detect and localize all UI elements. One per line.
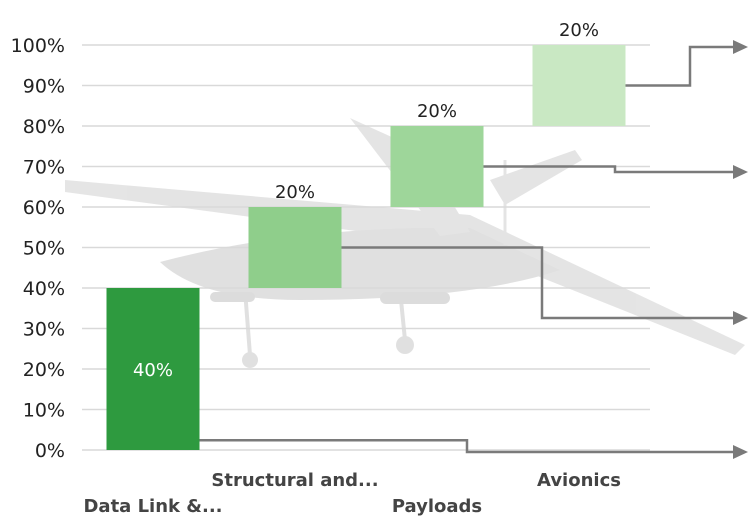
y-tick-label: 0% bbox=[35, 440, 65, 462]
connector-line bbox=[603, 45, 742, 87]
y-tick-label: 20% bbox=[23, 359, 65, 381]
value-labels: 40% 20% 20% 20% bbox=[133, 20, 599, 381]
y-tick-label: 50% bbox=[23, 238, 65, 260]
y-tick-label: 40% bbox=[23, 278, 65, 300]
category-label: Avionics bbox=[537, 470, 621, 491]
y-tick-label: 30% bbox=[23, 319, 65, 341]
connector-arrowhead bbox=[733, 445, 748, 459]
bars bbox=[106, 45, 626, 450]
connector-line bbox=[461, 165, 742, 174]
value-label: 20% bbox=[275, 182, 315, 203]
category-label: Structural and... bbox=[211, 470, 378, 491]
y-axis-tick-labels: 0% 10% 20% 30% 40% 50% 60% 70% 80% 90% 100% bbox=[11, 35, 65, 462]
category-label: Payloads bbox=[392, 496, 482, 517]
y-tick-label: 90% bbox=[23, 76, 65, 98]
connector-arrowhead bbox=[733, 311, 748, 325]
y-tick-label: 80% bbox=[23, 116, 65, 138]
value-label: 20% bbox=[417, 101, 457, 122]
connector-arrowhead bbox=[733, 40, 748, 54]
bar bbox=[248, 207, 342, 288]
y-tick-label: 100% bbox=[11, 35, 65, 57]
connector-line bbox=[181, 439, 742, 454]
y-tick-label: 10% bbox=[23, 400, 65, 422]
value-label: 20% bbox=[559, 20, 599, 41]
y-tick-label: 60% bbox=[23, 197, 65, 219]
category-labels: Data Link &... Structural and... Payloads A… bbox=[83, 470, 620, 517]
y-tick-label: 70% bbox=[23, 157, 65, 179]
connector-lines bbox=[181, 40, 748, 459]
value-label: 40% bbox=[133, 360, 173, 381]
bar bbox=[106, 288, 200, 450]
bar bbox=[532, 45, 626, 126]
bar bbox=[390, 126, 484, 207]
connector-line bbox=[319, 246, 742, 320]
connector-arrowhead bbox=[733, 165, 748, 179]
category-label: Data Link &... bbox=[83, 496, 222, 517]
